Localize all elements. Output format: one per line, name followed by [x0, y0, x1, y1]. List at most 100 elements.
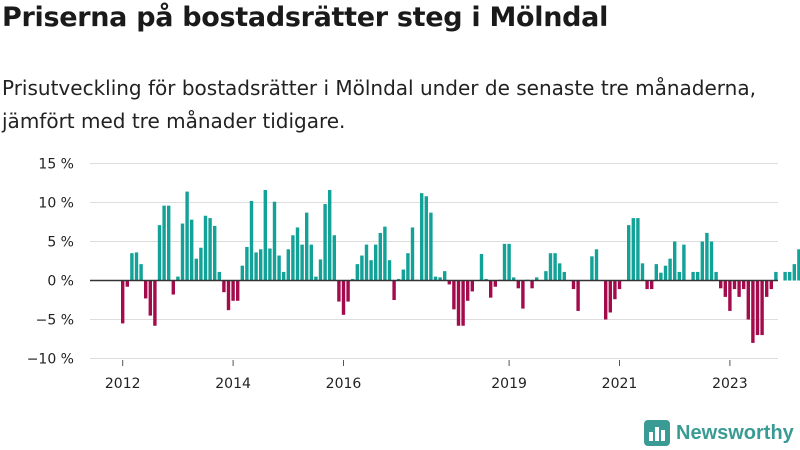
bar	[203, 215, 208, 281]
bar	[346, 280, 350, 302]
bar	[507, 243, 511, 281]
bar	[631, 218, 635, 281]
bar	[153, 280, 157, 326]
y-tick-label: −5 %	[36, 313, 74, 329]
bar	[236, 280, 240, 301]
y-tick-label: 0 %	[47, 274, 74, 290]
y-tick-label: −10 %	[27, 352, 74, 368]
bar	[401, 269, 405, 281]
bar	[746, 280, 750, 320]
x-tick-label: 2012	[105, 376, 141, 392]
bar	[134, 252, 139, 281]
bar	[139, 264, 143, 281]
bar	[171, 280, 175, 295]
bar	[282, 271, 286, 281]
bar	[305, 212, 309, 281]
bar	[709, 241, 714, 281]
bar	[466, 280, 470, 301]
bar	[691, 271, 695, 281]
bar	[369, 260, 373, 281]
bar	[130, 253, 134, 281]
bar	[516, 280, 520, 289]
bar	[548, 253, 553, 281]
x-tick-label: 2019	[491, 376, 527, 392]
bar	[590, 256, 594, 281]
bar	[397, 278, 401, 281]
bar	[682, 244, 686, 281]
bar	[461, 280, 465, 326]
bar	[696, 271, 700, 281]
bar	[295, 227, 300, 281]
bar	[272, 201, 277, 281]
bar	[553, 253, 557, 281]
bar	[788, 271, 792, 281]
bar	[424, 196, 428, 281]
bar	[231, 280, 235, 301]
y-tick-label: 15 %	[38, 157, 74, 173]
y-tick-label: 5 %	[47, 235, 74, 251]
bar	[673, 241, 677, 281]
bar	[484, 278, 488, 281]
bar	[121, 280, 125, 324]
bar	[194, 258, 198, 281]
bar	[530, 280, 534, 289]
y-tick-label: 10 %	[38, 196, 74, 212]
bar-chart-logo-icon	[644, 420, 670, 446]
bar	[222, 280, 226, 293]
bar	[323, 204, 327, 281]
bar	[208, 218, 212, 281]
bar	[125, 280, 129, 287]
bar	[387, 260, 392, 281]
bar	[755, 280, 760, 336]
bar	[429, 212, 433, 281]
bar	[360, 255, 364, 281]
bar	[328, 190, 332, 281]
bar	[309, 244, 313, 281]
bar	[185, 191, 189, 281]
bar	[226, 280, 231, 311]
bar	[351, 278, 355, 281]
bar	[765, 280, 769, 297]
bar	[277, 255, 281, 281]
bar	[737, 280, 741, 297]
bar	[705, 232, 709, 281]
bar	[180, 223, 185, 281]
bar	[604, 280, 608, 320]
bar	[571, 280, 576, 290]
bar	[654, 264, 658, 281]
bar	[576, 280, 580, 311]
bar	[300, 244, 304, 281]
bar	[613, 280, 617, 300]
bar	[268, 248, 272, 281]
bar	[728, 280, 732, 311]
bar	[162, 205, 166, 281]
bar	[199, 247, 203, 281]
bar	[433, 276, 438, 281]
bar	[410, 227, 415, 281]
bar	[677, 271, 681, 281]
bar	[700, 241, 704, 281]
bar	[443, 271, 447, 281]
bar	[245, 246, 249, 281]
bar	[318, 259, 323, 281]
bar	[383, 226, 387, 281]
bar	[341, 280, 346, 315]
bar	[167, 205, 171, 281]
bar	[240, 265, 244, 281]
bar	[374, 244, 378, 281]
bar	[723, 280, 727, 297]
x-tick-label: 2023	[712, 376, 748, 392]
bar	[263, 190, 267, 281]
bar	[337, 280, 341, 302]
bar	[213, 225, 217, 281]
chart-title: Priserna på bostadsrätter steg i Mölndal	[2, 2, 609, 33]
bar	[254, 252, 258, 281]
bar	[355, 264, 359, 281]
bar	[558, 263, 562, 281]
bar	[217, 271, 221, 281]
bar	[190, 219, 194, 281]
bar	[650, 280, 654, 290]
x-tick-label: 2021	[602, 376, 638, 392]
bar	[751, 280, 755, 343]
